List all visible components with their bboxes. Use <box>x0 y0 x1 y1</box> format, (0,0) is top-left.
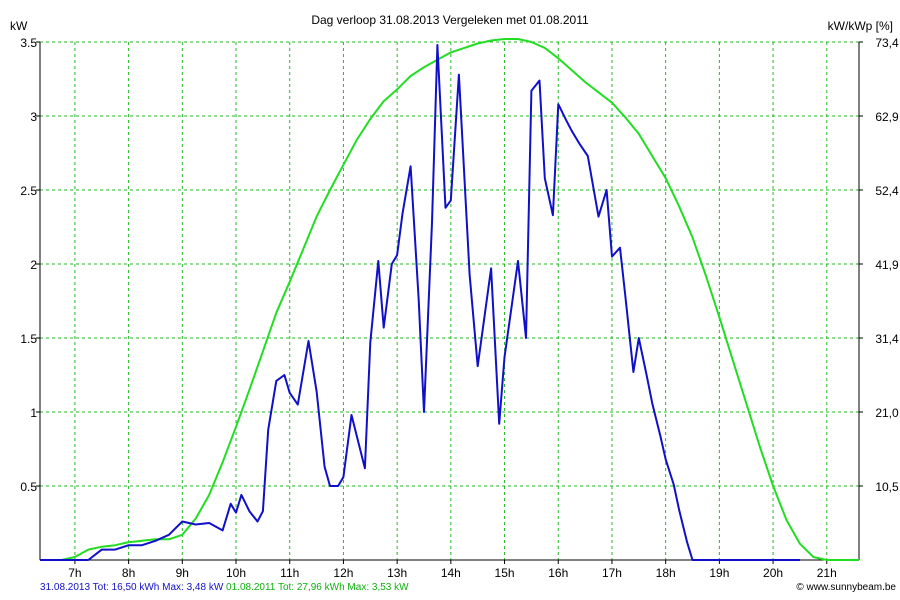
y-axis-label-left: kW <box>10 19 28 33</box>
footer-summary-2011: 01.08.2011 Tot: 27,96 kWh Max: 3,53 kW <box>226 582 409 593</box>
x-tick-label: 21h <box>817 566 837 580</box>
footer-summary-2013: 31.08.2013 Tot: 16,50 kWh Max: 3,48 kW <box>40 582 224 593</box>
y2-tick-label: 52,4 <box>875 184 899 198</box>
x-tick-label: 15h <box>495 566 515 580</box>
y2-tick-label: 31,4 <box>875 332 899 346</box>
y-tick-label: 2.5 <box>20 184 37 198</box>
chart-title: Dag verloop 31.08.2013 Vergeleken met 01… <box>311 13 589 27</box>
y-tick-label: 3 <box>30 110 37 124</box>
y-tick-label: 1.5 <box>20 332 37 346</box>
series-line-31-08-2013 <box>40 44 800 561</box>
y2-tick-label: 62,9 <box>875 110 899 124</box>
x-tick-label: 10h <box>226 566 246 580</box>
x-tick-label: 12h <box>333 566 353 580</box>
x-tick-label: 14h <box>441 566 461 580</box>
x-tick-label: 20h <box>763 566 783 580</box>
x-tick-label: 16h <box>548 566 568 580</box>
footer-summary: 31.08.2013 Tot: 16,50 kWh Max: 3,48 kW 0… <box>40 582 409 593</box>
x-tick-label: 18h <box>656 566 676 580</box>
x-tick-label: 9h <box>176 566 189 580</box>
grid <box>40 41 859 560</box>
y-tick-label: 2 <box>30 258 37 272</box>
x-tick-label: 13h <box>387 566 407 580</box>
y2-tick-label: 21,0 <box>875 406 899 420</box>
y-tick-label: 1 <box>30 406 37 420</box>
y2-tick-label: 10,5 <box>875 480 899 494</box>
y-tick-label: 3.5 <box>20 36 37 50</box>
x-tick-label: 7h <box>68 566 81 580</box>
y2-tick-label: 73,4 <box>875 36 899 50</box>
plot-area <box>40 42 859 560</box>
y-axis-label-right: kW/kWp [%] <box>828 19 893 33</box>
x-tick-label: 8h <box>122 566 135 580</box>
series-layer <box>40 38 859 561</box>
footer-credit: © www.sunnybeam.be <box>796 582 896 593</box>
x-tick-label: 19h <box>709 566 729 580</box>
tick-labels: 7h 8h 9h 10h 11h 12h 13h 14h 15h 16h 17h 18h 19h 20h 2… <box>20 36 899 580</box>
x-tick-label: 11h <box>280 566 299 580</box>
series-line-01-08-2011 <box>40 38 859 561</box>
x-tick-label: 17h <box>602 566 622 580</box>
y2-tick-label: 41,9 <box>875 258 899 272</box>
y-tick-label: 0.5 <box>20 480 37 494</box>
